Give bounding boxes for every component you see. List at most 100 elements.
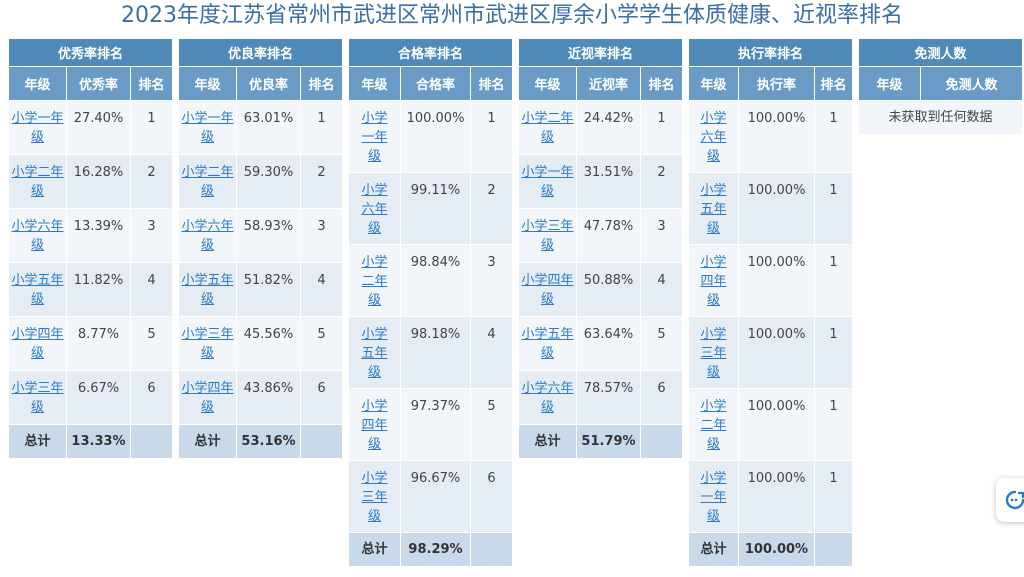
grade-link[interactable]: 小学三年级 <box>181 327 234 361</box>
column-header-grade: 年级 <box>858 66 921 101</box>
rank-cell: 6 <box>299 370 344 425</box>
table-row: 小学二年级 100.00% 1 <box>688 388 854 461</box>
rate-cell: 13.39% <box>66 208 131 263</box>
grade-link[interactable]: 小学六年级 <box>521 381 574 415</box>
column-header-rate: 近视率 <box>576 66 641 101</box>
table-row: 小学一年级 100.00% 1 <box>688 460 854 533</box>
rank-cell: 1 <box>469 100 514 173</box>
total-label: 总计 <box>688 532 739 567</box>
column-header-rate: 优良率 <box>236 66 301 101</box>
rate-cell: 45.56% <box>236 316 301 371</box>
total-row: 总计 51.79% <box>518 424 684 459</box>
grade-link[interactable]: 小学五年级 <box>361 327 388 380</box>
rate-cell: 58.93% <box>236 208 301 263</box>
total-row: 总计 98.29% <box>348 532 514 567</box>
table-row: 小学三年级 47.78% 3 <box>518 208 684 263</box>
rate-cell: 47.78% <box>576 208 641 263</box>
grade-link[interactable]: 小学二年级 <box>181 165 234 199</box>
column-header-grade: 年级 <box>178 66 237 101</box>
panel-header: 免测人数 <box>857 38 1024 67</box>
grade-link[interactable]: 小学四年级 <box>700 255 727 308</box>
panel-header: 近视率排名 <box>517 38 684 67</box>
grade-link[interactable]: 小学二年级 <box>361 255 388 308</box>
grade-link[interactable]: 小学四年级 <box>181 381 234 415</box>
total-row: 总计 13.33% <box>8 424 174 459</box>
rank-cell: 1 <box>813 316 854 389</box>
pass-rank-table: 合格率排名 年级 合格率 排名 小学一年级 100.00% 1 小学六年级 99… <box>347 38 514 567</box>
rank-cell: 1 <box>813 244 854 317</box>
rank-cell: 1 <box>813 172 854 245</box>
panel-execution-rank: 执行率排名 年级 执行率 排名 小学六年级 100.00% 1 小学五年级 10… <box>687 38 854 567</box>
panel-myopia-rank: 近视率排名 年级 近视率 排名 小学二年级 24.42% 1 小学一年级 31.… <box>517 38 684 459</box>
grade-link[interactable]: 小学三年级 <box>11 381 64 415</box>
rate-cell: 11.82% <box>66 262 131 317</box>
rank-cell: 5 <box>129 316 174 371</box>
myopia-rank-table: 近视率排名 年级 近视率 排名 小学二年级 24.42% 1 小学一年级 31.… <box>517 38 684 459</box>
column-header-grade: 年级 <box>8 66 67 101</box>
grade-link[interactable]: 小学一年级 <box>181 111 234 145</box>
table-row: 小学五年级 98.18% 4 <box>348 316 514 389</box>
floating-action-button[interactable] <box>996 478 1024 522</box>
grade-link[interactable]: 小学六年级 <box>700 111 727 164</box>
panel-exempt-count: 免测人数 年级 免测人数 未获取到任何数据 <box>857 38 1024 135</box>
grade-link[interactable]: 小学一年级 <box>11 111 64 145</box>
grade-link[interactable]: 小学二年级 <box>700 399 727 452</box>
grade-link[interactable]: 小学四年级 <box>521 273 574 307</box>
panel-header: 合格率排名 <box>347 38 514 67</box>
grade-link[interactable]: 小学四年级 <box>11 327 64 361</box>
grade-link[interactable]: 小学六年级 <box>181 219 234 253</box>
table-row: 小学四年级 100.00% 1 <box>688 244 854 317</box>
column-header-rank: 排名 <box>129 66 174 101</box>
table-row: 小学六年级 58.93% 3 <box>178 208 344 263</box>
rank-cell: 4 <box>299 262 344 317</box>
column-header-rank: 排名 <box>813 66 854 101</box>
column-header-rank: 排名 <box>639 66 684 101</box>
execution-rank-table: 执行率排名 年级 执行率 排名 小学六年级 100.00% 1 小学五年级 10… <box>687 38 854 567</box>
grade-link[interactable]: 小学六年级 <box>361 183 388 236</box>
column-header-exempt-count: 免测人数 <box>919 66 1024 101</box>
rank-cell: 4 <box>639 262 684 317</box>
table-row: 小学六年级 78.57% 6 <box>518 370 684 425</box>
grade-link[interactable]: 小学五年级 <box>181 273 234 307</box>
rate-cell: 43.86% <box>236 370 301 425</box>
grade-link[interactable]: 小学六年级 <box>11 219 64 253</box>
rank-cell: 1 <box>813 460 854 533</box>
rate-cell: 63.64% <box>576 316 641 371</box>
rate-cell: 51.82% <box>236 262 301 317</box>
table-row: 小学一年级 63.01% 1 <box>178 100 344 155</box>
grade-link[interactable]: 小学一年级 <box>361 111 388 164</box>
grade-link[interactable]: 小学五年级 <box>11 273 64 307</box>
refresh-chat-icon <box>1005 490 1024 510</box>
total-label: 总计 <box>8 424 67 459</box>
total-value: 53.16% <box>236 424 301 459</box>
total-row: 总计 100.00% <box>688 532 854 567</box>
grade-link[interactable]: 小学二年级 <box>521 111 574 145</box>
rate-cell: 78.57% <box>576 370 641 425</box>
total-value: 100.00% <box>738 532 815 567</box>
rank-cell: 2 <box>469 172 514 245</box>
grade-link[interactable]: 小学一年级 <box>700 471 727 524</box>
table-row: 小学六年级 13.39% 3 <box>8 208 174 263</box>
rank-cell: 1 <box>813 100 854 173</box>
grade-link[interactable]: 小学三年级 <box>361 471 388 524</box>
grade-link[interactable]: 小学三年级 <box>521 219 574 253</box>
rate-cell: 24.42% <box>576 100 641 155</box>
rate-cell: 59.30% <box>236 154 301 209</box>
grade-link[interactable]: 小学四年级 <box>361 399 388 452</box>
grade-link[interactable]: 小学二年级 <box>11 165 64 199</box>
table-row: 小学二年级 59.30% 2 <box>178 154 344 209</box>
total-label: 总计 <box>178 424 237 459</box>
excellent-rank-table: 优秀率排名 年级 优秀率 排名 小学一年级 27.40% 1 小学二年级 16.… <box>7 38 174 459</box>
grade-link[interactable]: 小学五年级 <box>521 327 574 361</box>
grade-link[interactable]: 小学三年级 <box>700 327 727 380</box>
column-header-rate: 执行率 <box>738 66 815 101</box>
grade-link[interactable]: 小学一年级 <box>521 165 574 199</box>
grade-link[interactable]: 小学五年级 <box>700 183 727 236</box>
table-row: 小学一年级 31.51% 2 <box>518 154 684 209</box>
total-value: 98.29% <box>400 532 471 567</box>
rate-cell: 31.51% <box>576 154 641 209</box>
rank-cell: 2 <box>639 154 684 209</box>
rank-cell: 5 <box>469 388 514 461</box>
table-row: 小学一年级 100.00% 1 <box>348 100 514 173</box>
empty-row: 未获取到任何数据 <box>857 100 1024 135</box>
